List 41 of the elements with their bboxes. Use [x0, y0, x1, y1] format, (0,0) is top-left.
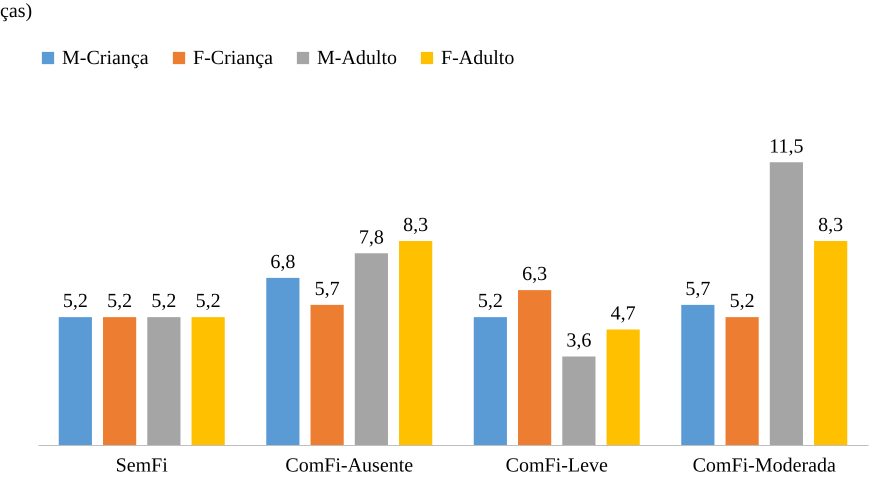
text: ças) [0, 0, 32, 23]
data-label: 8,3 [818, 214, 844, 236]
data-label: 6,8 [270, 250, 296, 273]
bar [354, 253, 388, 445]
data-label: 7,8 [358, 226, 384, 248]
bar [606, 329, 640, 445]
bar [726, 317, 759, 445]
bar [770, 162, 803, 445]
legend-label: F-Criança [193, 47, 274, 69]
bar [399, 240, 432, 445]
data-label: 5,2 [730, 290, 755, 312]
data-label: 5,2 [478, 290, 503, 312]
bar [310, 304, 344, 445]
bar [562, 356, 596, 445]
x-tick-label: ComFi-Ausente [285, 454, 414, 476]
x-tick-label: SemFi [116, 454, 168, 476]
data-label: 3,6 [566, 330, 592, 352]
bar [814, 240, 848, 445]
data-label: 5,2 [151, 290, 176, 312]
legend-label: M-Adulto [317, 47, 397, 69]
x-tick-label: ComFi-Moderada [692, 454, 836, 476]
legend-label: F-Adulto [441, 47, 514, 69]
bar [266, 278, 300, 445]
legend-label: M-Criança [62, 47, 149, 69]
data-label: 5,2 [107, 290, 132, 312]
data-label: 6,3 [522, 263, 548, 286]
bar [58, 317, 92, 445]
bar [474, 317, 507, 445]
data-label: 5,2 [62, 290, 88, 312]
bar [681, 304, 714, 445]
data-label: 4,7 [610, 302, 636, 324]
bar [147, 317, 180, 445]
bar [192, 317, 225, 445]
bar [103, 317, 136, 445]
data-label: 5,7 [314, 278, 340, 300]
data-label: 5,2 [196, 290, 221, 312]
data-label: 8,3 [403, 214, 428, 236]
bar [518, 290, 552, 445]
data-label: 11,5 [769, 135, 804, 158]
x-tick-label: ComFi-Leve [506, 454, 608, 476]
data-label: 5,7 [685, 278, 710, 300]
